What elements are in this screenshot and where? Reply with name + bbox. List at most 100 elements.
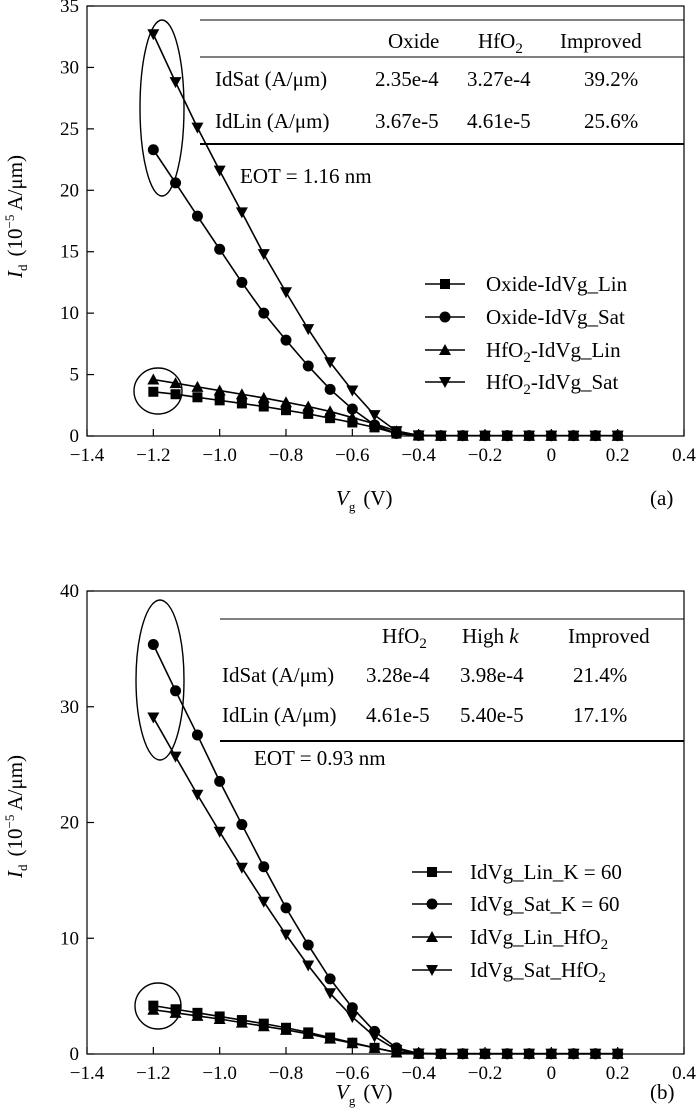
y-tick-label: 5 (70, 365, 80, 386)
data-point-square (170, 389, 181, 400)
data-point-circle (346, 403, 358, 415)
table-header-col3-b: Improved (568, 624, 650, 648)
x-tick-label: −1.4 (70, 445, 105, 466)
table-header-col1-b: HfO2 (382, 624, 427, 652)
data-point-triangle-up (280, 1023, 292, 1035)
data-point-circle (191, 210, 203, 222)
legend-marker-circle-b (426, 898, 438, 910)
legend-label-1-a: Oxide-IdVg_Sat (486, 305, 625, 329)
table-cell-idlin-col2-a: 4.61e-5 (467, 109, 531, 133)
data-point-triangle-up (324, 1032, 337, 1044)
data-point-triangle-down (567, 430, 580, 442)
data-point-triangle-down (523, 430, 536, 442)
data-point-circle (170, 685, 182, 697)
data-point-square (303, 408, 314, 419)
x-tick-label: −0.4 (401, 1063, 436, 1084)
plot-frame-b (86, 590, 685, 1055)
legend-label-2-b: IdVg_Lin_HfO2 (470, 925, 608, 953)
data-point-triangle-down (545, 430, 558, 442)
legend-label-1-b: IdVg_Sat_K = 60 (470, 892, 620, 916)
data-point-triangle-up (147, 373, 160, 385)
annotation-eot-b: EOT = 0.93 nm (254, 746, 386, 770)
data-point-circle (324, 383, 336, 395)
table-cell-idsat-col3-a: 39.2% (584, 67, 638, 91)
table-row-label-idlin-a: IdLin (A/μm) (215, 109, 330, 133)
data-point-circle (280, 902, 292, 914)
data-point-triangle-down (390, 1044, 403, 1056)
data-point-triangle-down (390, 426, 403, 438)
legend-label-0-b: IdVg_Lin_K = 60 (470, 860, 622, 884)
data-point-triangle-up (191, 380, 204, 392)
y-axis-label-a: Id(10−5 A/μm) (2, 155, 30, 279)
x-axis-label-a: Vg (V) (336, 486, 392, 514)
data-point-circle (236, 276, 248, 288)
x-tick-label: −0.8 (269, 1063, 303, 1084)
data-point-triangle-up (324, 405, 337, 417)
data-point-triangle-down (611, 1048, 624, 1060)
data-point-triangle-down (434, 430, 447, 442)
comparison-table-a: Oxide HfO2 Improved IdSat (A/μm) 2.35e-4… (200, 19, 684, 145)
legend-label-3-b: IdVg_Sat_HfO2 (470, 958, 606, 986)
data-point-triangle-up (346, 411, 359, 423)
data-point-triangle-down (191, 789, 204, 801)
legend-marker-triangle-down-b (426, 965, 438, 976)
legend-label-2-a: HfO2-IdVg_Lin (486, 338, 621, 366)
y-tick-label: 10 (60, 928, 79, 949)
data-point-triangle-down (169, 77, 182, 89)
panel-b: −1.4 −1.2 −1.0 −0.8 −0.6 −0.4 −0.2 0 0.2 0.4 0 10 2… (2, 581, 696, 1108)
data-point-triangle-down (589, 1048, 602, 1060)
data-point-triangle-up (280, 396, 292, 408)
y-tick-label: 15 (60, 242, 79, 263)
legend-marker-square-b (427, 867, 437, 877)
data-point-triangle-up (368, 417, 381, 429)
y-tick-label: 0 (70, 1044, 80, 1065)
data-point-triangle-down (501, 430, 514, 442)
x-tick-label: −1.2 (136, 445, 170, 466)
table-row-label-idsat-a: IdSat (A/μm) (215, 67, 327, 91)
x-axis-label-b: Vg (V) (336, 1080, 392, 1108)
data-point-triangle-up (257, 1020, 270, 1032)
table-cell-idsat-col3-b: 21.4% (573, 663, 627, 687)
series-group-a (147, 29, 624, 442)
x-tick-label: 0.4 (672, 1063, 696, 1084)
legend-b: IdVg_Lin_K = 60 IdVg_Sat_K = 60 IdVg_Lin… (412, 860, 622, 986)
x-tick-label: 0 (547, 445, 557, 466)
data-point-triangle-up (235, 388, 248, 400)
data-point-triangle-down (169, 751, 182, 763)
table-row-label-idsat-b: IdSat (A/μm) (222, 663, 334, 687)
x-tick-label: −0.2 (468, 445, 502, 466)
x-tick-label: −1.0 (202, 1063, 236, 1084)
series-line-triangle-down (152, 717, 618, 1055)
data-point-circle (147, 144, 159, 156)
x-ticks-b: −1.4 −1.2 −1.0 −0.8 −0.6 −0.4 −0.2 0 0.2 0.4 (70, 1047, 696, 1084)
data-point-triangle-down (147, 712, 160, 724)
data-point-triangle-down (456, 430, 469, 442)
plot-frame-a (86, 5, 685, 437)
data-point-triangle-up (302, 1027, 315, 1039)
data-point-triangle-down (324, 988, 337, 1000)
x-tick-label: −0.8 (269, 445, 303, 466)
data-point-circle (258, 861, 270, 873)
highlight-ellipse-lin-a (133, 367, 183, 415)
data-point-triangle-down (523, 1048, 536, 1060)
data-point-triangle-down (191, 122, 204, 134)
data-point-triangle-up (169, 377, 182, 389)
data-point-circle (346, 1002, 358, 1014)
y-axis-label-b: Id(10−5 A/μm) (2, 755, 30, 879)
data-point-triangle-down (501, 1048, 514, 1060)
data-point-triangle-up (213, 384, 226, 396)
data-point-triangle-down (302, 324, 315, 336)
data-point-triangle-up (257, 391, 270, 403)
data-point-square (236, 398, 247, 409)
x-tick-label: 0.4 (672, 445, 696, 466)
data-point-triangle-down (412, 1048, 425, 1060)
data-point-triangle-down (257, 896, 270, 908)
data-point-circle (214, 775, 226, 787)
data-point-triangle-down (368, 1031, 381, 1043)
data-point-circle (147, 639, 159, 651)
x-tick-label: 0.2 (606, 445, 630, 466)
table-cell-idlin-col1-a: 3.67e-5 (375, 109, 439, 133)
table-header-col3-a: Improved (560, 29, 642, 53)
data-point-triangle-down (302, 960, 315, 972)
